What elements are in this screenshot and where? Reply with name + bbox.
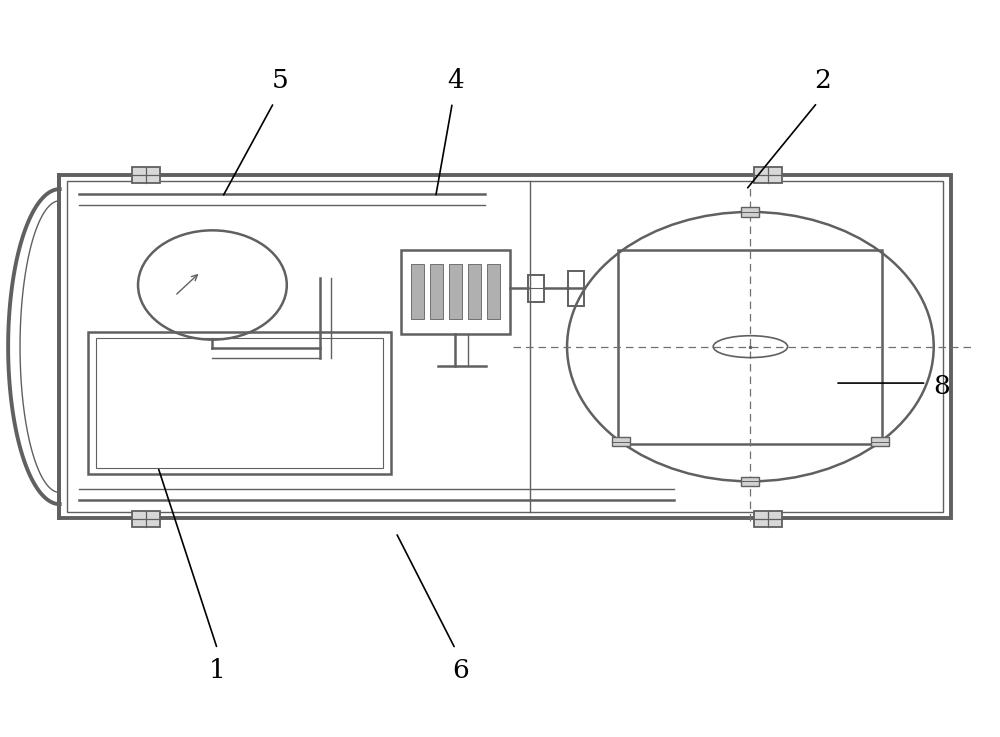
Text: 8: 8	[933, 374, 950, 399]
Bar	[754, 511, 782, 527]
Bar	[741, 207, 759, 217]
Bar	[67, 181, 943, 512]
Bar	[411, 264, 424, 318]
Bar	[132, 511, 160, 527]
Bar	[449, 264, 462, 318]
Text: 2: 2	[814, 69, 831, 93]
Bar	[88, 332, 391, 474]
Bar	[754, 167, 782, 183]
Bar	[871, 437, 889, 447]
Bar	[430, 264, 443, 318]
Bar	[59, 175, 951, 518]
Bar	[741, 477, 759, 486]
Bar	[401, 250, 510, 334]
Bar	[487, 264, 500, 318]
Text: 5: 5	[271, 69, 288, 93]
Bar	[528, 275, 544, 302]
Text: 1: 1	[209, 658, 226, 683]
Bar	[568, 271, 584, 306]
Bar	[96, 338, 383, 468]
Bar	[468, 264, 481, 318]
Bar	[612, 437, 630, 447]
Bar	[618, 250, 882, 444]
Bar	[132, 167, 160, 183]
Text: 6: 6	[452, 658, 469, 683]
Text: 4: 4	[447, 69, 464, 93]
